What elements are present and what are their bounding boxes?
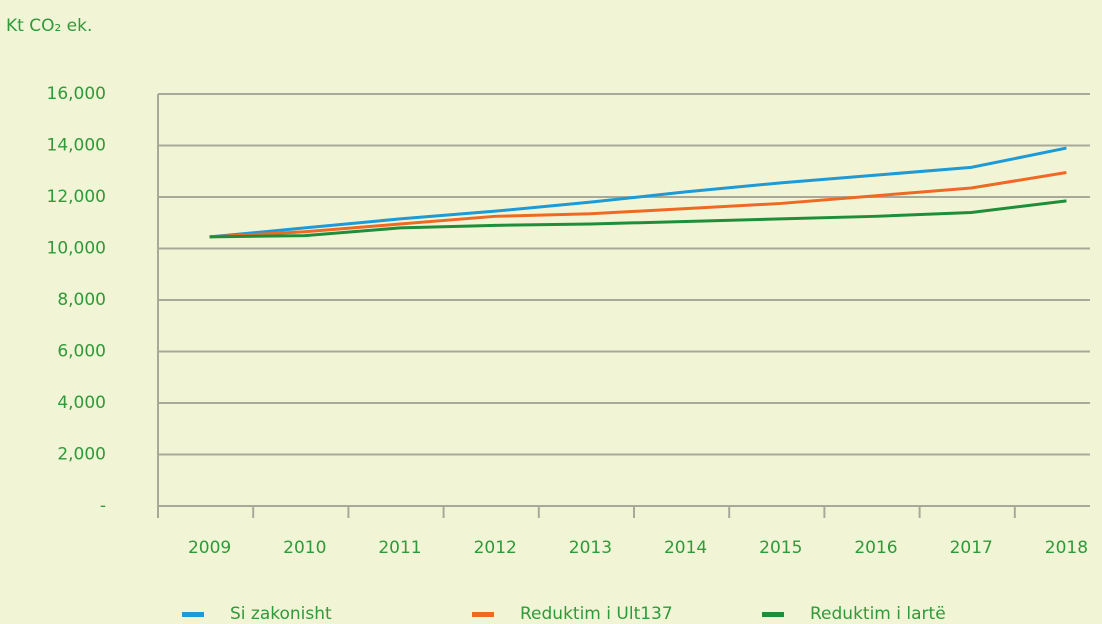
y-tick-label: 10,000: [47, 239, 106, 259]
x-tick-label: 2011: [378, 538, 421, 558]
line: [209, 171, 1067, 239]
x-tick-label: 2014: [664, 538, 707, 558]
y-tick-label: 6,000: [57, 342, 106, 362]
legend-label: Reduktim i Ult137: [520, 604, 673, 624]
x-tick-label: 2016: [854, 538, 897, 558]
y-tick-label: 2,000: [57, 445, 106, 465]
x-tick-label: 2013: [569, 538, 612, 558]
y-tick-label: 4,000: [57, 393, 106, 413]
y-tick-label: 8,000: [57, 290, 106, 310]
y-tick-label: 12,000: [47, 187, 106, 207]
line: [209, 199, 1067, 239]
legend-swatch: [182, 612, 204, 617]
x-tick-label: 2015: [759, 538, 802, 558]
x-tick-label: 2017: [950, 538, 993, 558]
x-tick-label: 2018: [1045, 538, 1088, 558]
y-axis-label: Kt CO₂ ek.: [6, 16, 92, 36]
x-tick-label: 2012: [474, 538, 517, 558]
y-tick-label: -: [100, 496, 106, 516]
legend-swatch: [472, 612, 494, 617]
legend-label: Reduktim i lartë: [810, 604, 946, 624]
y-tick-label: 16,000: [47, 84, 106, 104]
x-tick-label: 2010: [283, 538, 326, 558]
legend-label: Si zakonisht: [230, 604, 332, 624]
legend-swatch: [762, 612, 784, 617]
x-tick-label: 2009: [188, 538, 231, 558]
y-tick-label: 14,000: [47, 136, 106, 156]
line: [209, 146, 1067, 239]
